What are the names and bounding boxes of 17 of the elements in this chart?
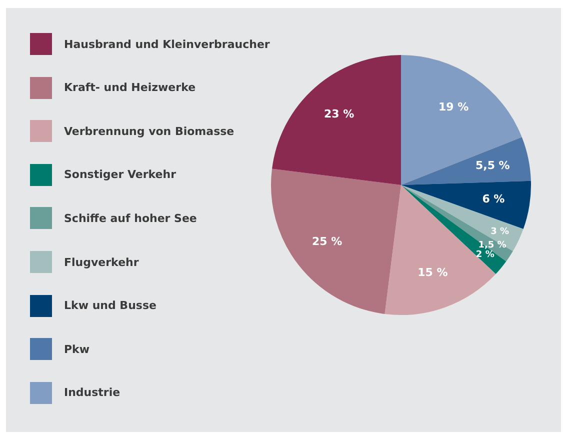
legend-label: Verbrennung von Biomasse [64, 124, 234, 138]
data-label: 25 % [312, 235, 342, 248]
legend-label: Hausbrand und Kleinverbraucher [64, 38, 270, 50]
legend-label: Industrie [64, 386, 120, 400]
data-label: 19 % [438, 100, 469, 114]
legend-label: Lkw und Busse [64, 299, 156, 312]
data-label: 2 % [476, 250, 494, 260]
data-label: 23 % [324, 108, 354, 121]
legend-label: Flugverkehr [64, 256, 139, 268]
legend-label: Sonstiger Verkehr [64, 168, 176, 182]
data-label: 3 % [490, 226, 510, 237]
legend-label: Schiffe auf hoher See [64, 212, 197, 225]
data-label: 5,5 % [475, 158, 510, 172]
legend-label: Kraft- und Heizwerke [64, 81, 196, 94]
data-label: 6 % [482, 192, 505, 206]
legend-label: Pkw [64, 342, 90, 356]
data-label: 15 % [418, 266, 448, 279]
